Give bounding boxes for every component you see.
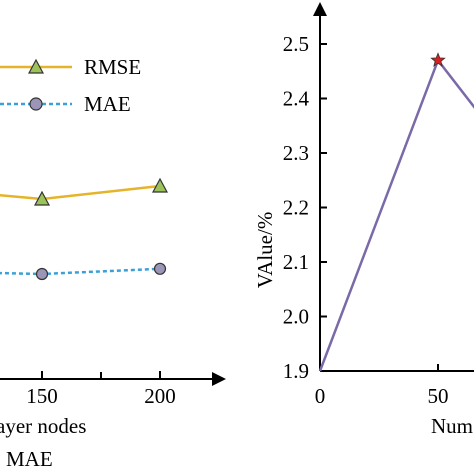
left-chart: 150 200 RMSE MAE ayer nodes MAE bbox=[0, 55, 226, 471]
left-series-line-mae bbox=[0, 267, 161, 276]
mae-marker bbox=[153, 262, 167, 275]
left-x-tick-label: 200 bbox=[144, 384, 176, 408]
right-y-tick-label: 2.1 bbox=[283, 250, 309, 274]
right-y-tick-label: 2.4 bbox=[283, 87, 310, 111]
right-x-tick-label: 50 bbox=[428, 384, 449, 408]
right-y-axis-label: VAlue/% bbox=[253, 212, 277, 289]
legend-marker-rmse bbox=[27, 58, 45, 74]
right-y-tick-label: 2.5 bbox=[283, 32, 309, 56]
left-series-line-rmse bbox=[0, 184, 161, 201]
legend-label-mae: MAE bbox=[84, 92, 131, 116]
peak-star-marker bbox=[430, 52, 446, 67]
left-x-tick-label: 150 bbox=[26, 384, 58, 408]
rmse-marker bbox=[33, 190, 51, 206]
right-x-axis-label: Num bbox=[431, 414, 473, 438]
left-x-axis-label: ayer nodes bbox=[0, 414, 86, 438]
right-y-axis-arrow bbox=[313, 2, 327, 16]
right-x-tick-label: 0 bbox=[315, 384, 326, 408]
right-y-tick-label: 2.2 bbox=[283, 196, 309, 220]
right-y-tick-label: 1.9 bbox=[283, 359, 309, 383]
legend-marker-mae bbox=[29, 97, 43, 111]
legend-label-rmse: RMSE bbox=[84, 55, 141, 79]
left-legend: RMSE MAE bbox=[0, 55, 141, 116]
right-chart: 1.9 2.0 2.1 2.2 2.3 2.4 2.5 0 50 VAlue/% Num bbox=[253, 2, 474, 438]
rmse-marker bbox=[151, 177, 169, 193]
left-x-axis-arrow bbox=[212, 372, 226, 386]
mae-marker bbox=[35, 267, 49, 281]
left-caption: MAE bbox=[6, 447, 53, 471]
right-y-tick-label: 2.3 bbox=[283, 141, 309, 165]
right-series-line bbox=[318, 57, 474, 372]
right-y-tick-label: 2.0 bbox=[283, 305, 309, 329]
